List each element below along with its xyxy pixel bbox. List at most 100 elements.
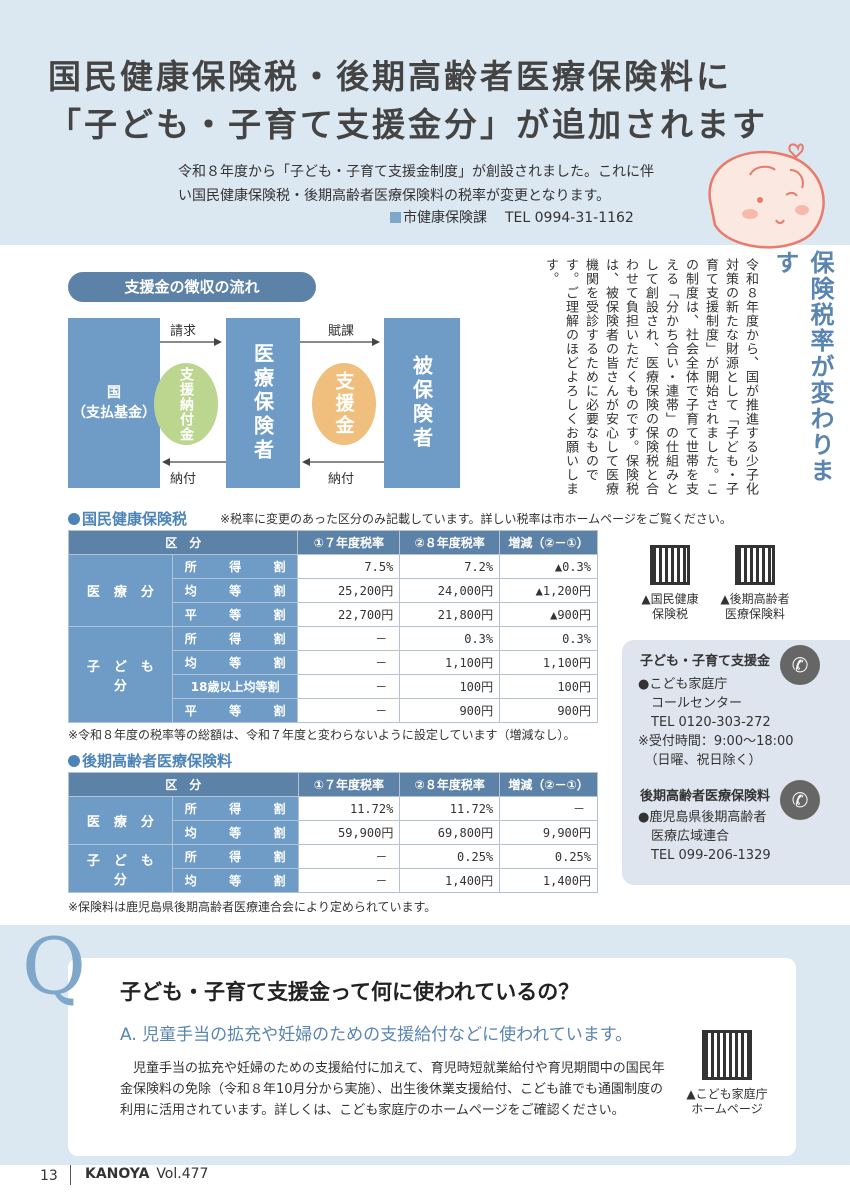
table-header-row: 区 分 ①７年度税率 ②８年度税率 増減（②－①） xyxy=(68,772,598,797)
kokuho-table: 区 分 ①７年度税率 ②８年度税率 増減（②－①） 医療分 所得割 7.5% 7… xyxy=(67,530,598,723)
cell-diff: 900円 xyxy=(499,698,598,723)
row-label: 18歳以上均等割 xyxy=(171,674,299,699)
cell-r7: － xyxy=(297,674,401,699)
header-diff: 増減（②－①） xyxy=(499,530,598,555)
header-r8: ②８年度税率 xyxy=(399,530,501,555)
cell-r7: 22,700円 xyxy=(297,602,401,627)
cell-r8: 0.25% xyxy=(399,844,501,869)
table-row: 均等割 － 1,400円 1,400円 xyxy=(69,868,598,893)
cell-r8: 1,400円 xyxy=(399,868,501,893)
header-r7: ①７年度税率 xyxy=(297,530,401,555)
cell-diff: 1,100円 xyxy=(499,650,598,675)
cell-diff: 0.3% xyxy=(499,626,598,651)
cell-r7: 25,200円 xyxy=(297,578,401,603)
contact-2-line: ●鹿児島県後期高齢者 xyxy=(638,810,767,825)
qr-label-koki-line1: ▲後期高齢者 xyxy=(720,592,790,606)
koki-heading: 後期高齢者医療保険料 xyxy=(68,750,232,771)
kokuho-note: ※税率に変更のあった区分のみ記載しています。詳しい税率は市ホームページをご覧くだ… xyxy=(220,512,732,526)
koki-table: 区 分 ①７年度税率 ②８年度税率 増減（②－①） 医療分 所得割 11.72%… xyxy=(68,772,598,893)
row-label: 均等割 xyxy=(171,820,299,845)
kokuho-heading-text: 国民健康保険税 xyxy=(82,510,188,528)
cell-diff: ▲900円 xyxy=(499,602,598,627)
intro-text: 令和８年度から「子ども・子育て支援金制度」が創設されました。これに伴い国民健康保… xyxy=(178,164,654,204)
arrow-label-pay-1: 納付 xyxy=(170,472,197,487)
contact-1-line: ※受付時間：9:00～18:00 xyxy=(638,734,794,749)
cell-diff: 9,900円 xyxy=(499,820,598,845)
row-label: 均等割 xyxy=(171,868,299,893)
table-row: 医療分 所得割 11.72% 11.72% － xyxy=(68,796,598,845)
table-row: 均等割 25,200円 24,000円 ▲1,200円 xyxy=(69,578,598,603)
contact-2-details: ●鹿児島県後期高齢者 医療広域連合 TEL 099-206-1329 xyxy=(638,808,771,865)
bullet-icon xyxy=(68,755,80,767)
koki-heading-text: 後期高齢者医療保険料 xyxy=(82,752,233,770)
q-letter: Q xyxy=(22,922,86,1012)
cell-r7: － xyxy=(297,650,401,675)
table-row: 子ども分 所得割 － 0.3% 0.3% xyxy=(68,626,598,723)
qr-label-kodomo-line2: ホームページ xyxy=(691,1102,763,1116)
insured-label: 被保険者 xyxy=(409,355,434,451)
cell-r8: 24,000円 xyxy=(399,578,501,603)
qr-code-koki[interactable] xyxy=(735,545,775,585)
department-contact: 市健康保険課 TEL 0994-31-1162 xyxy=(390,207,634,227)
table-row: 18歳以上均等割 － 100円 100円 xyxy=(69,674,598,699)
page-title-line2: 「子ども・子育て支援金分」が追加されます xyxy=(48,105,768,144)
header-background xyxy=(0,0,850,245)
kokuho-heading: 国民健康保険税 xyxy=(68,508,187,529)
cell-r7: 59,900円 xyxy=(297,820,401,845)
row-label: 所得割 xyxy=(171,626,299,651)
circle-support-payment: 支援納付金 xyxy=(154,363,218,445)
insurer-label: 医療保険者 xyxy=(250,343,275,463)
magazine-title: KANOYA xyxy=(85,1166,150,1182)
table-row: 均等割 59,900円 69,800円 9,900円 xyxy=(69,820,598,845)
cell-diff: 100円 xyxy=(499,674,598,699)
table-row: 平等割 22,700円 21,800円 ▲900円 xyxy=(69,602,598,627)
qa-card xyxy=(68,958,796,1156)
article-body: 令和８年度から、国が推進する少子化対策の新たな財源として「子ども・子育て支援制度… xyxy=(543,258,758,496)
box-country: 国 （支払基金） xyxy=(68,318,160,488)
cell-r7: － xyxy=(297,868,401,893)
cell-r8: 100円 xyxy=(399,674,501,699)
department-name: 市健康保険課 xyxy=(403,210,487,226)
contact-1-line: （日曜、祝日除く） xyxy=(638,753,762,768)
group-medical: 医療分 xyxy=(68,796,173,845)
contact-2-line: TEL 099-206-1329 xyxy=(638,848,771,863)
qr-label-kodomo: ▲こども家庭庁 ホームページ xyxy=(672,1087,782,1117)
koki-footnote: ※保険料は鹿児島県後期高齢者医療連合会により定められています。 xyxy=(68,900,437,914)
flow-title: 支援金の徴収の流れ xyxy=(68,272,316,302)
header-diff: 増減（②－①） xyxy=(499,772,598,797)
table-row: 平等割 － 900円 900円 xyxy=(69,698,598,723)
baby-illustration xyxy=(708,143,825,249)
row-label: 平等割 xyxy=(171,602,299,627)
table-row: 医療分 所得割 7.5% 7.2% ▲0.3% xyxy=(68,554,598,627)
cell-r8: 7.2% xyxy=(399,554,501,579)
bullet-icon xyxy=(68,513,80,525)
circle-support-money: 支援金 xyxy=(312,363,376,445)
cell-r8: 21,800円 xyxy=(399,602,501,627)
arrow-label-pay-2: 納付 xyxy=(328,472,355,487)
arrow-levy-head xyxy=(372,338,380,346)
magazine-volume: Vol.477 xyxy=(156,1166,209,1182)
department-tel: TEL 0994-31-1162 xyxy=(505,210,634,226)
cell-diff: 0.25% xyxy=(499,844,598,869)
cell-r7: 11.72% xyxy=(297,796,401,821)
qr-code-kodomo[interactable] xyxy=(702,1030,752,1080)
group-children: 子ども分 xyxy=(68,844,173,893)
cell-r7: － xyxy=(297,698,401,723)
kokuho-footnote: ※令和８年度の税率等の総額は、令和７年度と変わらないように設定しています（増減な… xyxy=(68,728,576,742)
page-number: 13 xyxy=(40,1168,58,1184)
cell-diff: ▲0.3% xyxy=(499,554,598,579)
cell-r8: 0.3% xyxy=(399,626,501,651)
row-label: 所得割 xyxy=(171,844,299,869)
cell-r8: 11.72% xyxy=(399,796,501,821)
header-r7: ①７年度税率 xyxy=(297,772,401,797)
qr-code-kokuho[interactable] xyxy=(650,545,690,585)
footer-divider xyxy=(70,1165,71,1185)
contact-1-details: ●こども家庭庁 コールセンター TEL 0120-303-272 ※受付時間：9… xyxy=(638,675,794,770)
cell-r8: 900円 xyxy=(399,698,501,723)
header-category: 区 分 xyxy=(68,772,299,797)
answer-text: A. 児童手当の拡充や妊婦のための支援給付などに使われています。 xyxy=(120,1025,633,1045)
qr-label-kokuho-line1: ▲国民健康 xyxy=(641,592,699,606)
group-children: 子ども分 xyxy=(68,626,173,723)
cell-r8: 69,800円 xyxy=(399,820,501,845)
contact-1-line: TEL 0120-303-272 xyxy=(638,715,771,730)
